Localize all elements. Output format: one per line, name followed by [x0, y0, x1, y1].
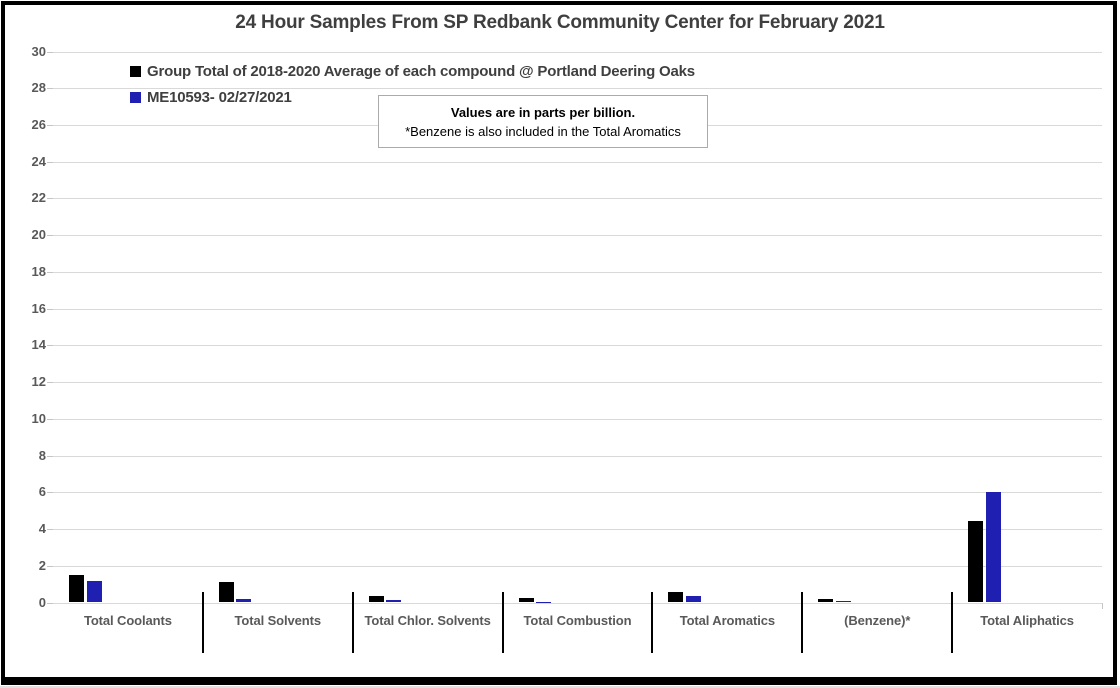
- category-label: Total Coolants: [83, 613, 172, 628]
- annotation-line-benzene: *Benzene is also included in the Total A…: [405, 123, 681, 139]
- gridline-30: [53, 51, 1102, 53]
- y-axis-tick-26: [47, 124, 53, 126]
- bar-series1-cat4[interactable]: [518, 597, 534, 603]
- y-axis-tick-4: [47, 529, 53, 531]
- y-axis-tick-22: [47, 198, 53, 200]
- chart-title: 24 Hour Samples From SP Redbank Communit…: [235, 12, 885, 33]
- bottom-edge: [0, 686, 1120, 688]
- bar-series1-cat1[interactable]: [69, 574, 84, 603]
- y-axis-tick-20: [47, 235, 53, 237]
- legend-label-series1: Group Total of 2018-2020 Average of each…: [147, 62, 695, 80]
- y-axis-label-30: 30: [31, 43, 46, 59]
- gridline-10: [53, 418, 1102, 420]
- bar-series2-cat4[interactable]: [536, 601, 552, 603]
- category-separator: [501, 592, 504, 653]
- legend-item-deering-oaks[interactable]: Group Total of 2018-2020 Average of each…: [130, 58, 695, 84]
- y-axis-tick-14: [47, 345, 53, 347]
- legend-swatch-blue: [130, 91, 141, 103]
- category-separator: [651, 592, 654, 653]
- bar-series2-cat3[interactable]: [386, 599, 402, 603]
- y-axis-label-22: 22: [31, 190, 46, 206]
- category-label: Total Solvents: [234, 613, 322, 628]
- y-axis-tick-12: [47, 382, 53, 384]
- y-axis-tick-24: [47, 161, 53, 163]
- annotation-box: Values are in parts per billion. *Benzen…: [378, 95, 708, 148]
- y-axis-label-12: 12: [31, 374, 46, 390]
- y-axis-label-2: 2: [38, 557, 46, 573]
- y-axis-tick-0: [47, 602, 53, 604]
- gridline-8: [53, 455, 1102, 457]
- y-axis-label-10: 10: [31, 410, 46, 426]
- bar-series1-cat2[interactable]: [218, 582, 234, 603]
- gridline-6: [53, 492, 1102, 494]
- gridline-24: [53, 161, 1102, 163]
- y-axis-tick-10: [47, 418, 53, 420]
- y-axis-label-18: 18: [31, 263, 46, 279]
- category-label: Total Chlor. Solvents: [364, 613, 491, 628]
- bar-series2-cat1[interactable]: [86, 581, 102, 603]
- gridline-0: [53, 602, 1102, 604]
- category-separator: [801, 592, 804, 653]
- y-axis-label-16: 16: [31, 300, 46, 316]
- category-label: Total Combustion: [523, 613, 632, 628]
- y-axis-label-28: 28: [31, 80, 46, 96]
- gridline-22: [53, 198, 1102, 200]
- y-axis-tick-8: [47, 455, 53, 457]
- bar-series2-cat5[interactable]: [685, 596, 701, 603]
- x-axis-end-tick: [1102, 602, 1103, 609]
- y-axis-label-0: 0: [38, 594, 46, 610]
- gridline-18: [53, 271, 1102, 273]
- gridline-2: [53, 565, 1102, 567]
- chart-legend: Group Total of 2018-2020 Average of each…: [130, 58, 695, 110]
- y-axis-label-24: 24: [31, 153, 46, 169]
- bar-series2-cat6[interactable]: [835, 600, 851, 603]
- legend-swatch-black: [130, 65, 141, 77]
- gridline-20: [53, 235, 1102, 237]
- bar-series1-cat5[interactable]: [668, 592, 684, 603]
- category-label: (Benzene)*: [844, 613, 911, 628]
- bar-series1-cat6[interactable]: [818, 598, 834, 603]
- y-axis-tick-18: [47, 271, 53, 273]
- gridline-14: [53, 345, 1102, 347]
- category-separator: [951, 592, 954, 653]
- category-separator: [351, 592, 354, 653]
- bar-series1-cat7[interactable]: [968, 520, 984, 603]
- y-axis-label-20: 20: [31, 227, 46, 243]
- annotation-line-units: Values are in parts per billion.: [450, 104, 636, 120]
- y-axis-label-26: 26: [31, 116, 46, 132]
- y-axis-tick-16: [47, 308, 53, 310]
- legend-item-me10593[interactable]: ME10593- 02/27/2021: [130, 84, 695, 110]
- category-label: Total Aliphatics: [980, 613, 1074, 628]
- gridline-16: [53, 308, 1102, 310]
- y-axis-label-14: 14: [31, 337, 46, 353]
- category-label: Total Aromatics: [679, 613, 775, 628]
- y-axis-label-8: 8: [38, 447, 46, 463]
- bar-series1-cat3[interactable]: [368, 596, 384, 603]
- bar-series2-cat2[interactable]: [236, 598, 252, 603]
- gridline-4: [53, 529, 1102, 531]
- y-axis-tick-2: [47, 565, 53, 567]
- legend-label-series2: ME10593- 02/27/2021: [147, 88, 292, 106]
- gridline-12: [53, 382, 1102, 384]
- category-separator: [201, 592, 204, 653]
- y-axis-tick-30: [47, 51, 53, 53]
- bar-series2-cat7[interactable]: [985, 492, 1001, 603]
- y-axis-label-6: 6: [38, 484, 46, 500]
- gridline-28: [53, 88, 1102, 90]
- y-axis-label-4: 4: [38, 521, 46, 537]
- y-axis-tick-28: [47, 88, 53, 90]
- y-axis-tick-6: [47, 492, 53, 494]
